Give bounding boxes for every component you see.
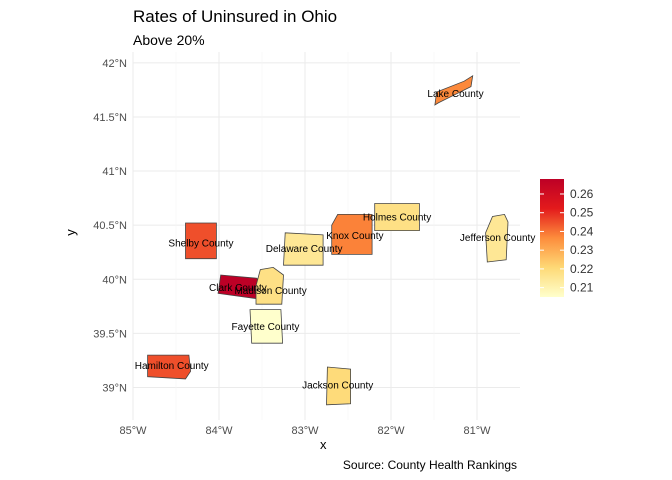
shelby-county-label: Shelby County xyxy=(168,239,233,250)
jefferson-county-polygon xyxy=(485,213,509,263)
hamilton-county-label: Hamilton County xyxy=(135,361,209,372)
jackson-county-polygon xyxy=(326,366,352,406)
y-tick-label: 41.5°N xyxy=(93,112,127,124)
legend-tick-label: 0.21 xyxy=(570,281,594,295)
county-labels: Lake County Holmes County Knox County Jeffe… xyxy=(135,89,536,391)
x-tick-label: 81°W xyxy=(463,425,491,437)
chart-title: Rates of Uninsured in Ohio xyxy=(133,7,338,26)
x-axis-label: x xyxy=(320,437,327,452)
x-tick-labels: 85°W 84°W 83°W 82°W 81°W xyxy=(119,425,491,437)
madison-county-polygon xyxy=(255,266,284,305)
y-tick-label: 39.5°N xyxy=(93,328,127,340)
madison-county-label: Madison County xyxy=(234,286,306,297)
knox-county-polygon xyxy=(331,213,373,255)
y-tick-label: 40.5°N xyxy=(93,220,127,232)
y-tick-label: 42°N xyxy=(102,58,127,70)
county-polygons xyxy=(147,74,509,406)
delaware-county-label: Delaware County xyxy=(266,244,343,255)
lake-county-polygon xyxy=(434,74,474,106)
x-tick-label: 84°W xyxy=(205,425,233,437)
legend-colorbar xyxy=(540,179,564,297)
hamilton-county-polygon xyxy=(147,354,192,380)
jackson-county-label: Jackson County xyxy=(302,380,373,391)
y-tick-label: 39°N xyxy=(102,383,127,395)
knox-county-label: Knox County xyxy=(326,231,383,242)
lake-county-label: Lake County xyxy=(427,89,483,100)
legend-tick-label: 0.26 xyxy=(570,187,594,201)
jefferson-county-label: Jefferson County xyxy=(460,233,535,244)
y-tick-label: 41°N xyxy=(102,166,127,178)
legend-tick-label: 0.25 xyxy=(570,206,594,220)
holmes-county-polygon xyxy=(374,203,420,232)
legend-tick-label: 0.22 xyxy=(570,262,594,276)
shelby-county-polygon xyxy=(185,222,217,260)
x-tick-label: 85°W xyxy=(119,425,147,437)
holmes-county-label: Holmes County xyxy=(363,213,431,224)
clark-county-label: Clark County xyxy=(209,283,267,294)
color-legend: 0.21 0.22 0.23 0.24 0.25 0.26 xyxy=(540,179,594,297)
delaware-county-polygon xyxy=(283,232,324,266)
chart-caption: Source: County Health Rankings xyxy=(342,458,517,472)
fayette-county-label: Fayette County xyxy=(232,322,300,333)
x-tick-label: 83°W xyxy=(291,425,319,437)
legend-tick-label: 0.23 xyxy=(570,243,594,257)
fayette-county-polygon xyxy=(249,309,284,344)
x-tick-label: 82°W xyxy=(377,425,405,437)
y-tick-labels: 39°N 39.5°N 40°N 40.5°N 41°N 41.5°N 42°N xyxy=(93,58,127,395)
legend-tick-label: 0.24 xyxy=(570,224,594,238)
chart-subtitle: Above 20% xyxy=(133,32,205,48)
y-tick-label: 40°N xyxy=(102,274,127,286)
